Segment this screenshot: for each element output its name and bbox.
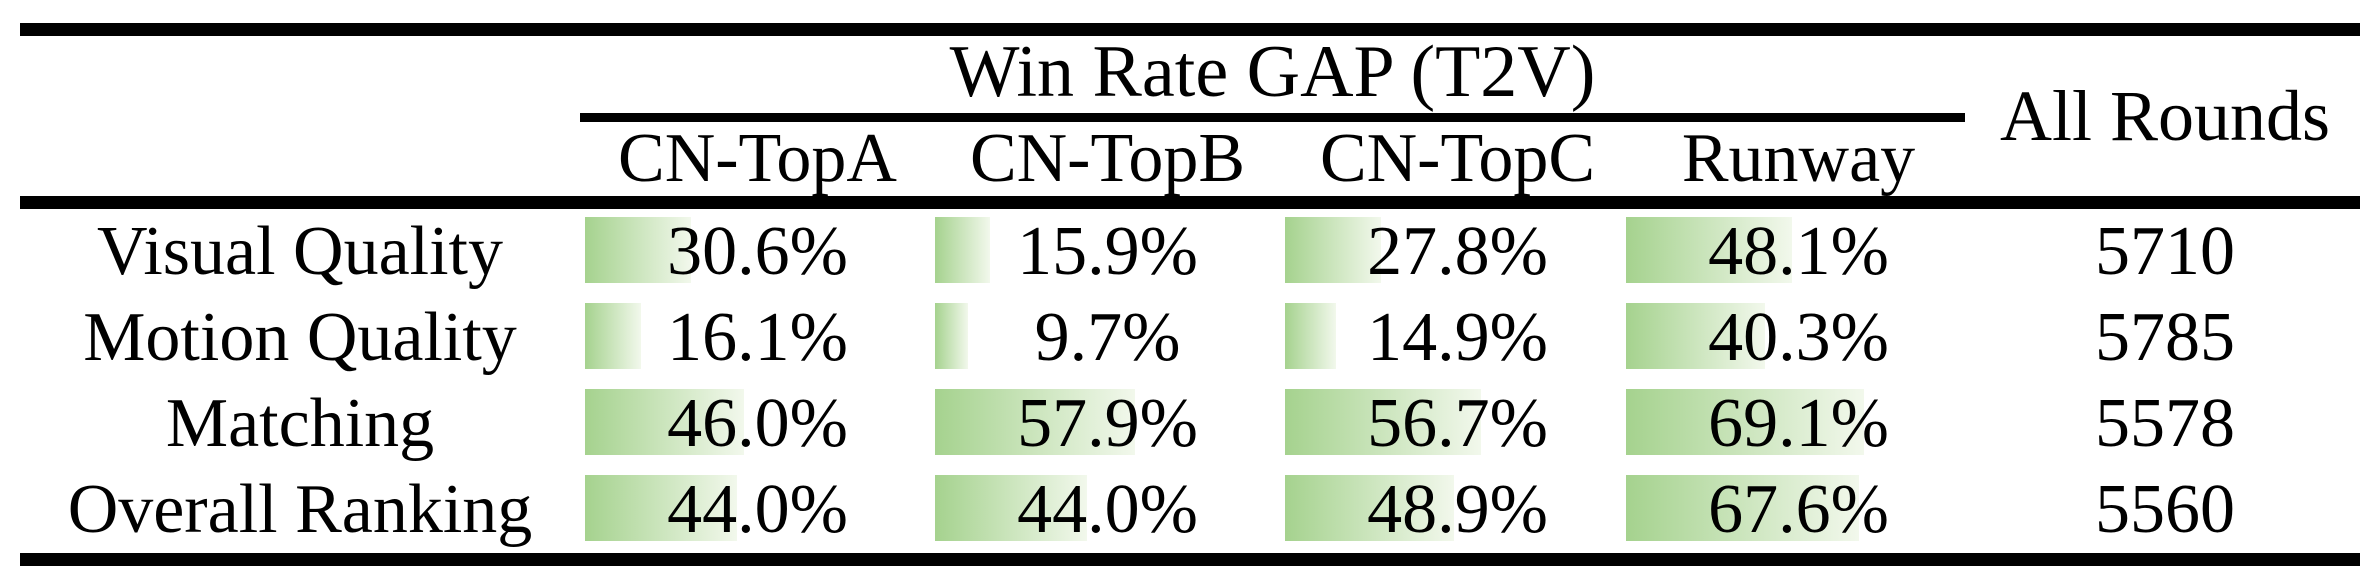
bar-track <box>935 389 1280 455</box>
value-text: 9.7% <box>1034 299 1181 376</box>
win-rate-bar <box>1626 217 1792 283</box>
value-cell: 27.8% <box>1285 209 1630 295</box>
value-cell: 69.1% <box>1626 381 1971 467</box>
table-row: Overall Ranking 44.0% 44.0% 48.9% 67.6% … <box>0 467 2376 553</box>
bar-track <box>935 303 1280 369</box>
value-cell: 14.9% <box>1285 295 1630 381</box>
value-cell: 9.7% <box>935 295 1280 381</box>
bar-track <box>935 475 1280 541</box>
bar-track <box>585 475 930 541</box>
win-rate-bar <box>1626 475 1860 541</box>
win-rate-bar <box>585 303 641 369</box>
win-rate-bar <box>585 217 691 283</box>
win-rate-bar <box>935 475 1087 541</box>
all-rounds-value: 5785 <box>2095 299 2235 376</box>
value-cell: 44.0% <box>585 467 930 553</box>
bar-track <box>1285 389 1630 455</box>
win-rate-bar <box>585 389 744 455</box>
bar-track <box>585 217 930 283</box>
top-rule <box>20 23 2360 36</box>
value-cell: 30.6% <box>585 209 930 295</box>
win-rate-bar <box>935 389 1135 455</box>
value-cell: 46.0% <box>585 381 930 467</box>
value-text: 56.7% <box>1367 385 1548 462</box>
bar-track <box>1626 303 1971 369</box>
value-cell: 15.9% <box>935 209 1280 295</box>
value-cell: 16.1% <box>585 295 930 381</box>
bar-track <box>1626 217 1971 283</box>
table-row: Matching 46.0% 57.9% 56.7% 69.1% 5578 <box>0 381 2376 467</box>
bar-track <box>585 389 930 455</box>
win-rate-bar <box>1285 475 1454 541</box>
value-text: 27.8% <box>1367 213 1548 290</box>
win-rate-bar <box>1626 303 1766 369</box>
value-cell: 57.9% <box>935 381 1280 467</box>
all-rounds-value: 5578 <box>2095 385 2235 462</box>
value-text: 46.0% <box>667 385 848 462</box>
value-text: 16.1% <box>667 299 848 376</box>
bottom-rule <box>20 553 2360 566</box>
column-header-runway: Runway <box>1681 120 1916 197</box>
value-cell: 40.3% <box>1626 295 1971 381</box>
row-label: Visual Quality <box>96 213 504 290</box>
bar-track <box>1626 389 1971 455</box>
value-cell: 56.7% <box>1285 381 1630 467</box>
win-rate-bar <box>935 303 969 369</box>
value-text: 48.9% <box>1367 471 1548 548</box>
win-rate-bar <box>1285 303 1337 369</box>
value-text: 44.0% <box>1017 471 1198 548</box>
win-rate-bar <box>935 217 990 283</box>
win-rate-bar <box>1285 389 1481 455</box>
bar-track <box>1285 475 1630 541</box>
value-cell: 48.9% <box>1285 467 1630 553</box>
value-text: 30.6% <box>667 213 848 290</box>
value-text: 48.1% <box>1708 213 1889 290</box>
value-cell: 44.0% <box>935 467 1280 553</box>
bar-track <box>1285 303 1630 369</box>
column-header-cn-topa: CN-TopA <box>618 120 897 197</box>
table-row: Motion Quality 16.1% 9.7% 14.9% 40.3% 57… <box>0 295 2376 381</box>
bar-track <box>585 303 930 369</box>
column-header-cn-topc: CN-TopC <box>1319 120 1596 197</box>
group-header-rule <box>580 113 1965 122</box>
all-rounds-header: All Rounds <box>1999 76 2331 156</box>
table-row: Visual Quality 30.6% 15.9% 27.8% 48.1% 5… <box>0 209 2376 295</box>
column-header-cn-topb: CN-TopB <box>969 120 1246 197</box>
win-rate-bar <box>1626 389 1865 455</box>
bar-track <box>935 217 1280 283</box>
bar-track <box>1626 475 1971 541</box>
all-rounds-value: 5710 <box>2095 213 2235 290</box>
row-label: Motion Quality <box>83 299 517 376</box>
value-text: 40.3% <box>1708 299 1889 376</box>
value-text: 67.6% <box>1708 471 1889 548</box>
win-rate-bar <box>1285 217 1381 283</box>
row-label: Overall Ranking <box>67 471 533 548</box>
value-text: 15.9% <box>1017 213 1198 290</box>
value-text: 14.9% <box>1367 299 1548 376</box>
group-header: Win Rate GAP (T2V) <box>949 30 1596 113</box>
win-rate-bar <box>585 475 737 541</box>
all-rounds-value: 5560 <box>2095 471 2235 548</box>
bar-track <box>1285 217 1630 283</box>
row-label: Matching <box>165 385 435 462</box>
value-cell: 48.1% <box>1626 209 1971 295</box>
value-text: 69.1% <box>1708 385 1889 462</box>
value-text: 44.0% <box>667 471 848 548</box>
value-cell: 67.6% <box>1626 467 1971 553</box>
value-text: 57.9% <box>1017 385 1198 462</box>
header-rule <box>20 196 2360 209</box>
